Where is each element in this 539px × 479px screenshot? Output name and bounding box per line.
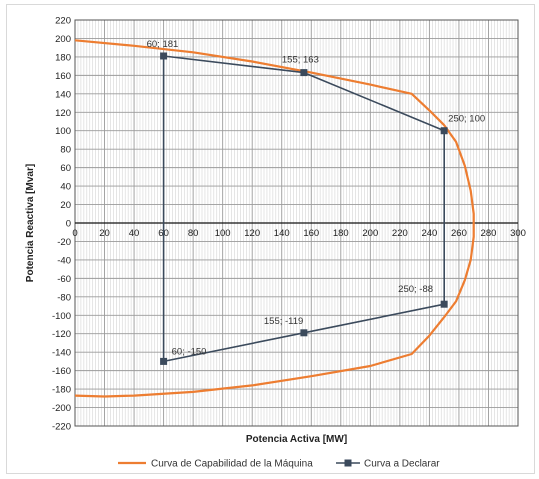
y-tick-label: 40 bbox=[60, 182, 71, 193]
y-tick-label: 220 bbox=[55, 16, 71, 27]
declared-point-marker bbox=[300, 329, 308, 337]
x-tick-label: 200 bbox=[362, 228, 378, 239]
y-tick-label: 120 bbox=[55, 108, 71, 119]
x-tick-label: 260 bbox=[451, 228, 467, 239]
y-tick-label: 200 bbox=[55, 34, 71, 45]
legend-label-capability: Curva de Capabilidad de la Máquina bbox=[151, 459, 313, 470]
tick-labels: 220200180160140120100806040200-20-40-60-… bbox=[52, 16, 526, 433]
y-tick-label: 100 bbox=[55, 126, 71, 137]
point-label: 60; 181 bbox=[147, 39, 179, 50]
y-tick-label: 60 bbox=[60, 163, 71, 174]
point-label: 155; -119 bbox=[264, 316, 303, 327]
x-tick-label: 220 bbox=[392, 228, 408, 239]
y-tick-label: -100 bbox=[52, 311, 71, 322]
y-axis-title: Potencia Reactiva [Mvar] bbox=[25, 164, 36, 282]
x-tick-label: 120 bbox=[244, 228, 260, 239]
y-tick-label: -120 bbox=[52, 329, 71, 340]
y-tick-label: -220 bbox=[52, 422, 71, 433]
legend-marker-declared bbox=[344, 459, 352, 467]
declared-point-marker bbox=[440, 300, 448, 308]
y-tick-label: -40 bbox=[57, 255, 71, 266]
declared-point-marker bbox=[160, 52, 168, 60]
y-tick-label: -60 bbox=[57, 274, 71, 285]
x-tick-label: 20 bbox=[99, 228, 110, 239]
legend: Curva de Capabilidad de la Máquina Curva… bbox=[118, 459, 440, 470]
declared-point-marker bbox=[300, 69, 308, 77]
y-tick-label: 180 bbox=[55, 52, 71, 63]
x-tick-label: 240 bbox=[421, 228, 437, 239]
y-tick-label: -140 bbox=[52, 348, 71, 359]
y-tick-label: -180 bbox=[52, 385, 71, 396]
y-tick-label: -20 bbox=[57, 237, 71, 248]
x-tick-label: 180 bbox=[333, 228, 349, 239]
x-tick-label: 0 bbox=[72, 228, 77, 239]
declared-point-marker bbox=[440, 127, 448, 135]
x-tick-label: 300 bbox=[510, 228, 526, 239]
series-layer bbox=[74, 39, 475, 398]
y-tick-label: 140 bbox=[55, 89, 71, 100]
x-tick-label: 40 bbox=[129, 228, 140, 239]
y-tick-label: -200 bbox=[52, 403, 71, 414]
point-label: 250; 100 bbox=[448, 114, 485, 125]
point-label: 60; -150 bbox=[172, 346, 207, 357]
x-tick-label: 140 bbox=[274, 228, 290, 239]
x-tick-label: 80 bbox=[188, 228, 199, 239]
declared-point-marker bbox=[160, 357, 168, 365]
y-tick-label: 160 bbox=[55, 71, 71, 82]
x-tick-label: 100 bbox=[215, 228, 231, 239]
point-label: 250; -88 bbox=[398, 284, 433, 295]
y-tick-label: 0 bbox=[66, 219, 71, 230]
y-tick-label: -160 bbox=[52, 366, 71, 377]
y-tick-label: -80 bbox=[57, 292, 71, 303]
x-tick-label: 280 bbox=[481, 228, 497, 239]
y-tick-label: 20 bbox=[60, 200, 71, 211]
capability-curve bbox=[74, 39, 475, 398]
x-axis-title: Potencia Activa [MW] bbox=[246, 434, 347, 445]
point-labels: 60; 181 155; 163 250; 100 250; -88 155; -119… bbox=[147, 39, 486, 357]
y-tick-label: 80 bbox=[60, 145, 71, 156]
x-tick-label: 160 bbox=[303, 228, 319, 239]
point-label: 155; 163 bbox=[282, 55, 319, 66]
legend-label-declared: Curva a Declarar bbox=[364, 459, 440, 470]
